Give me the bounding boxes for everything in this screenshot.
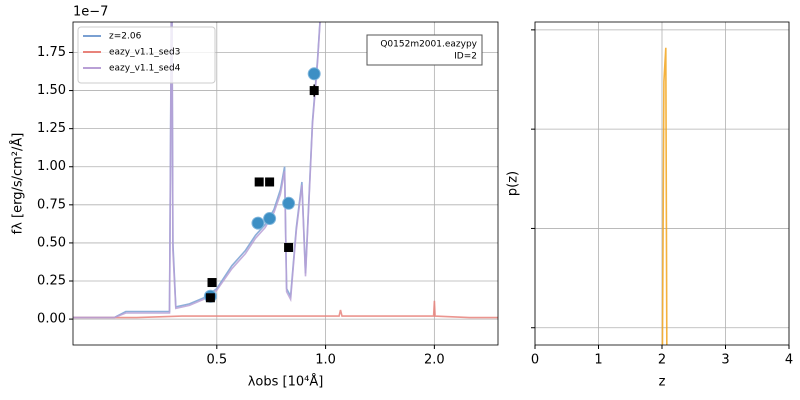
observed-point — [205, 293, 215, 303]
legend-label: z=2.06 — [109, 32, 142, 42]
y-tick-label: 1.75 — [37, 45, 66, 60]
x-tick-label: 0.5 — [206, 353, 227, 368]
x-tick-label: 0 — [531, 353, 539, 368]
axes-frame — [72, 21, 499, 346]
series-line — [661, 47, 668, 345]
legend-label: eazy_v1.1_sed4 — [109, 64, 181, 74]
x-tick-label: 2.0 — [424, 353, 445, 368]
annotation-text: Q0152m2001.eazypy — [380, 40, 477, 50]
x-axis-label: z — [659, 375, 666, 390]
model-point — [263, 212, 277, 226]
model-point — [307, 67, 321, 81]
y-tick-label: 1.00 — [37, 159, 66, 174]
x-tick-label: 1.0 — [315, 353, 336, 368]
model-point — [282, 196, 296, 210]
y-tick-label: 0.00 — [37, 312, 66, 327]
observed-point — [284, 242, 294, 252]
plot-area — [661, 47, 668, 345]
y-axis-label: fλ [erg/s/cm²/Å] — [10, 133, 26, 235]
series-line — [73, 300, 498, 319]
plot-area — [73, 22, 498, 319]
x-axis-label: λobs [10⁴Å] — [248, 374, 324, 390]
y-tick-label: 0.75 — [37, 197, 66, 212]
y-tick-label: 0.25 — [37, 274, 66, 289]
y-tick-label: 0.50 — [37, 235, 66, 250]
legend-label: eazy_v1.1_sed3 — [109, 48, 180, 58]
series-line — [73, 22, 321, 319]
x-tick-label: 1 — [594, 353, 602, 368]
observed-point — [207, 278, 217, 288]
observed-point — [309, 86, 319, 96]
offset-label: 1e−7 — [73, 5, 108, 20]
y-tick-label: 1.50 — [37, 83, 66, 98]
model-point — [251, 216, 265, 230]
x-tick-label: 3 — [721, 353, 729, 368]
observed-point — [254, 177, 264, 187]
x-tick-label: 4 — [785, 353, 793, 368]
observed-point — [265, 177, 275, 187]
y-axis-label: p(z) — [506, 171, 521, 196]
legend-box — [77, 26, 216, 84]
x-tick-label: 2 — [658, 353, 666, 368]
axes-frame — [534, 21, 790, 346]
annotation-box — [366, 34, 483, 66]
annotation-text: ID=2 — [454, 52, 477, 62]
y-tick-label: 1.25 — [37, 121, 66, 136]
